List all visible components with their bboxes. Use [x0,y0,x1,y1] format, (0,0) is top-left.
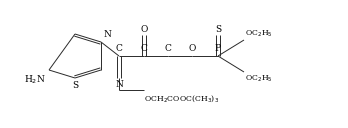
Text: OC$_2$H$_5$: OC$_2$H$_5$ [245,29,273,39]
Text: C: C [141,44,148,53]
Text: OC$_2$H$_5$: OC$_2$H$_5$ [245,73,273,83]
Text: C: C [116,44,122,53]
Text: S: S [215,25,221,34]
Text: O: O [188,44,196,53]
Text: O: O [140,25,148,34]
Text: OCH$_2$COOC(CH$_3$)$_3$: OCH$_2$COOC(CH$_3$)$_3$ [144,93,219,104]
Text: N: N [115,80,123,89]
Text: P: P [215,44,221,53]
Text: N: N [104,30,112,39]
Text: S: S [72,81,78,90]
Text: C: C [165,44,172,53]
Text: H$_2$N: H$_2$N [24,73,46,86]
